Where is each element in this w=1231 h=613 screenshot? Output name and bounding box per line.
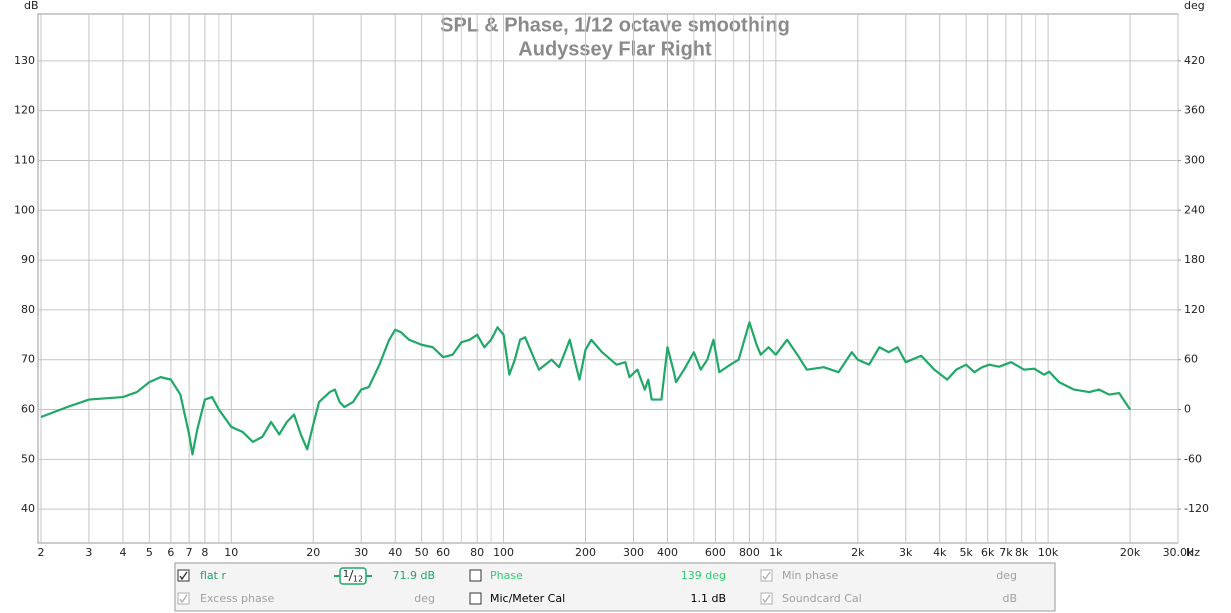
y2-tick-label: 180 [1184, 253, 1205, 266]
y-tick-label: 80 [21, 303, 35, 316]
x-tick-label: 8k [1015, 546, 1029, 559]
x-tick-label: 3 [85, 546, 92, 559]
x-tick-label: 2k [851, 546, 865, 559]
x-axis-label: Hz [1186, 546, 1200, 559]
smoothing-button[interactable] [339, 567, 367, 585]
checkbox [760, 569, 773, 582]
x-tick-label: 20k [1120, 546, 1141, 559]
x-tick-label: 3k [899, 546, 913, 559]
y2-tick-label: 0 [1184, 403, 1191, 416]
x-tick-label: 400 [657, 546, 678, 559]
plot-area [37, 13, 1179, 544]
spl-line [40, 321, 1131, 456]
y2-tick-label: -120 [1184, 502, 1209, 515]
checkbox[interactable] [469, 592, 482, 605]
x-tick-label: 7 [186, 546, 193, 559]
legend-value: deg [414, 592, 435, 605]
legend-value: dB [1002, 592, 1017, 605]
checkmark [762, 594, 771, 604]
y2-tick-label: 360 [1184, 104, 1205, 117]
legend-value: deg [996, 569, 1017, 582]
x-tick-label: 50 [415, 546, 429, 559]
legend-panel [174, 562, 1056, 612]
checkmark [179, 594, 188, 604]
y-tick-label: 130 [14, 54, 35, 67]
x-tick-label: 4k [933, 546, 947, 559]
y2-tick-label: 420 [1184, 54, 1205, 67]
legend-label: Mic/Meter Cal [490, 592, 565, 605]
x-tick-label: 100 [493, 546, 514, 559]
chart-title: SPL & Phase, 1/12 octave smoothing [440, 14, 790, 36]
x-tick-label: 5k [959, 546, 973, 559]
x-tick-label: 1k [769, 546, 783, 559]
x-tick-label: 20 [306, 546, 320, 559]
legend-label: Min phase [782, 569, 838, 582]
y2-tick-label: 60 [1184, 353, 1198, 366]
chart-subtitle: Audyssey Flar Right [518, 38, 712, 60]
x-tick-label: 6 [167, 546, 174, 559]
legend-value: 139 deg [681, 569, 726, 582]
x-tick-label: 2 [37, 546, 44, 559]
y-tick-label: 60 [21, 403, 35, 416]
y2-axis-label: deg [1184, 0, 1205, 12]
smoothing-slash [348, 569, 354, 582]
y2-tick-label: 120 [1184, 303, 1205, 316]
smoothing-den: 12 [353, 575, 363, 584]
smoothing-num: 1 [343, 569, 349, 580]
x-tick-label: 8 [201, 546, 208, 559]
legend-value: 71.9 dB [392, 569, 435, 582]
x-tick-label: 30 [354, 546, 368, 559]
x-tick-label: 60 [436, 546, 450, 559]
x-tick-label: 300 [623, 546, 644, 559]
legend-label: flat r [200, 569, 226, 582]
y-tick-label: 90 [21, 253, 35, 266]
x-tick-label: 200 [575, 546, 596, 559]
y-tick-label: 100 [14, 203, 35, 216]
legend-label: Soundcard Cal [782, 592, 862, 605]
y-tick-label: 40 [21, 502, 35, 515]
x-tick-label: 600 [705, 546, 726, 559]
x-tick-label: 40 [388, 546, 402, 559]
legend-label: Phase [490, 569, 523, 582]
checkmark [762, 571, 771, 581]
checkbox[interactable] [177, 569, 190, 582]
x-tick-label: 800 [739, 546, 760, 559]
checkbox [177, 592, 190, 605]
x-tick-label: 5 [146, 546, 153, 559]
y2-tick-label: 300 [1184, 153, 1205, 166]
x-tick-label: 30.0k [1163, 546, 1194, 559]
checkmark [179, 571, 188, 581]
checkbox[interactable] [469, 569, 482, 582]
legend-value: 1.1 dB [690, 592, 726, 605]
x-tick-label: 80 [470, 546, 484, 559]
y-tick-label: 50 [21, 452, 35, 465]
y-tick-label: 120 [14, 104, 35, 117]
x-tick-label: 10k [1038, 546, 1059, 559]
y-tick-label: 110 [14, 153, 35, 166]
legend-label: Excess phase [200, 592, 274, 605]
y2-tick-label: 240 [1184, 203, 1205, 216]
checkbox [760, 592, 773, 605]
x-tick-label: 6k [981, 546, 995, 559]
y-tick-label: 70 [21, 353, 35, 366]
y2-tick-label: -60 [1184, 452, 1202, 465]
x-tick-label: 4 [119, 546, 126, 559]
y-axis-label: dB [24, 0, 39, 12]
x-tick-label: 10 [224, 546, 238, 559]
x-tick-label: 7k [999, 546, 1013, 559]
